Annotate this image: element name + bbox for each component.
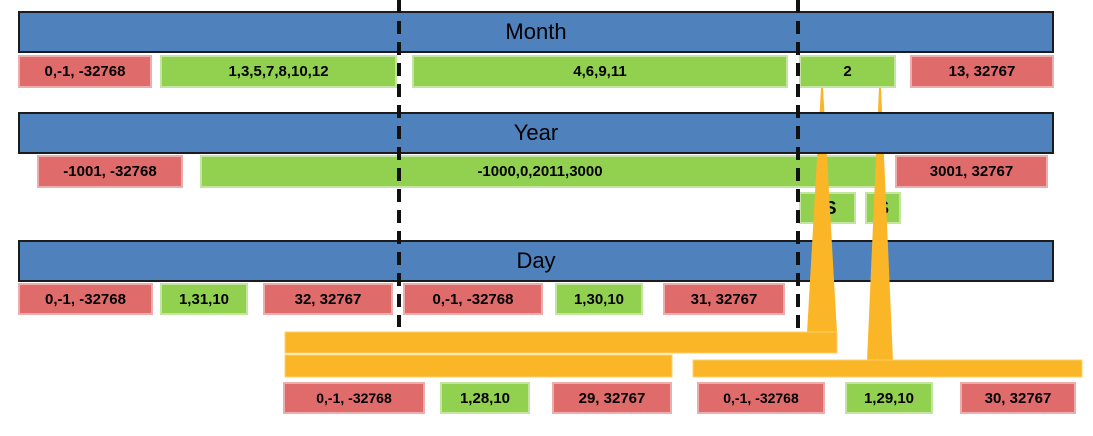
day-class-1: 1,31,10	[160, 283, 248, 315]
february-class-4: 1,29,10	[845, 382, 933, 414]
day-class-3: 0,-1, -32768	[403, 283, 543, 315]
february-class-1: 1,28,10	[440, 382, 530, 414]
february-class-2: 29, 32767	[552, 382, 672, 414]
february-class-3: 0,-1, -32768	[697, 382, 825, 414]
year-class-1: -1000,0,2011,3000	[200, 155, 880, 188]
dashed-divider-right	[796, 0, 800, 333]
leap-feb-spike	[867, 88, 893, 361]
nonleap-feb-lane-bar	[284, 354, 673, 378]
month-class-3: 2	[799, 55, 896, 88]
year-field-label: Year	[513, 120, 559, 145]
month-class-0: 0,-1, -32768	[18, 55, 152, 88]
leap-feb-lane-bar	[692, 359, 1083, 378]
day-class-5: 31, 32767	[663, 283, 785, 315]
nonleap-feb-spike	[807, 88, 837, 333]
day-field-label: Day	[516, 248, 556, 273]
month-field-bar: Month	[18, 11, 1054, 53]
february-class-5: 30, 32767	[960, 382, 1076, 414]
nonleap-feb-link-bar	[284, 331, 838, 354]
dashed-divider-left	[397, 0, 401, 327]
month-field-label: Month	[505, 19, 567, 44]
year-class-0: -1001, -32768	[37, 155, 183, 188]
day-class-4: 1,30,10	[555, 283, 643, 315]
month-class-2: 4,6,9,11	[412, 55, 788, 88]
year-class-2: 3001, 32767	[895, 155, 1048, 188]
day-class-2: 32, 32767	[263, 283, 393, 315]
year-field-bar: Year	[18, 112, 1054, 154]
month-class-4: 13, 32767	[910, 55, 1054, 88]
day-class-0: 0,-1, -32768	[18, 283, 153, 315]
month-class-1: 1,3,5,7,8,10,12	[160, 55, 397, 88]
february-class-0: 0,-1, -32768	[283, 382, 425, 414]
